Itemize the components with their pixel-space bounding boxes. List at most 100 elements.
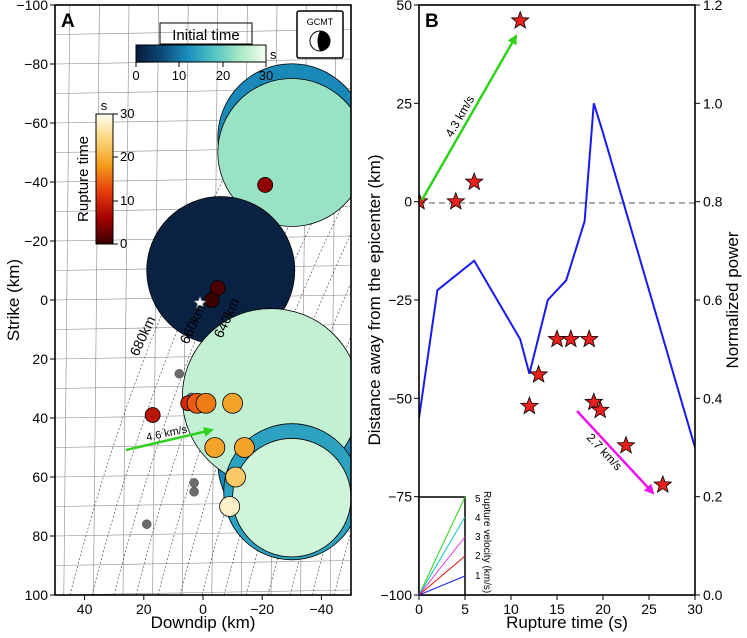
grid-line	[93, 5, 100, 595]
panel-b-ylabel-right: Normalized power	[723, 231, 742, 368]
rupture-time-gradient	[95, 113, 114, 245]
y-tick-label: 40	[32, 410, 48, 426]
rupture-time-circle	[257, 177, 274, 193]
rupture-time-circle	[225, 466, 246, 488]
subevent-star	[528, 364, 549, 383]
y-tick-label-right: 0.0	[703, 587, 723, 603]
inset-line-5	[418, 496, 466, 596]
aftershock-point	[189, 487, 199, 497]
y-tick-label-right: 0.6	[703, 292, 723, 308]
y-tick-label: −80	[24, 56, 48, 72]
y-tick-label-left: −25	[388, 292, 412, 308]
initial-time-circle	[217, 78, 351, 227]
rupture-time-circle	[195, 392, 217, 414]
inset-label-4: 4	[475, 513, 481, 524]
rupture-time-colorbar: s Rupture time 30 20 10 0	[75, 98, 134, 251]
gcmt-label: GCMT	[307, 17, 334, 27]
x-tick-label: 10	[503, 601, 519, 617]
y-tick-label-right: 0.4	[703, 390, 723, 406]
initial-time-tick: 20	[216, 68, 230, 83]
y-tick-label-left: −50	[388, 390, 412, 406]
subevent-star	[464, 171, 484, 191]
y-tick-label-left: 25	[396, 95, 412, 111]
rupture-time-circle	[234, 437, 255, 458]
x-tick-label: 25	[641, 601, 657, 617]
inset-label-2: 2	[475, 551, 481, 562]
initial-time-title: Initial time	[172, 27, 240, 44]
rupture-velocity-inset: 5 4 3 2 1 Rupture velocity (km/s)	[418, 491, 492, 596]
aftershock-point	[189, 478, 199, 488]
inset-line-4	[418, 516, 466, 596]
y-tick-label: 0	[40, 292, 48, 308]
y-tick-label-left: 0	[404, 194, 412, 210]
panel-b: 0 5 10 15 20 25 30−100−75−50−25025500.00.20.40…	[365, 0, 742, 632]
initial-time-unit: s	[270, 47, 277, 62]
inset-label-5: 5	[475, 494, 481, 505]
epicenter-star-icon	[193, 296, 207, 309]
subevent-star	[590, 399, 610, 419]
inset-line-1	[418, 575, 466, 596]
initial-time-tick: 0	[132, 68, 139, 83]
rupture-time-circle	[219, 496, 241, 517]
inset-line-3	[418, 536, 466, 596]
velocity-label-2-7: 2.7 km/s	[584, 430, 625, 473]
x-tick-label: 40	[77, 601, 93, 617]
y-tick-label-right: 0.8	[703, 194, 723, 210]
rupture-time-tick: 20	[120, 149, 134, 164]
panel-a: 40 20 0 −20 −40−100−80−60−40−20020406080100 …	[4, 0, 352, 632]
subevent-star	[419, 191, 429, 210]
panel-b-ylabel-left: Distance away from the epicenter (km)	[365, 155, 384, 446]
y-tick-label: 100	[25, 587, 49, 603]
rupture-time-circles	[144, 177, 274, 517]
gcmt-beachball: GCMT	[296, 10, 344, 59]
initial-time-circles	[146, 63, 351, 561]
rupture-time-circle	[144, 407, 161, 423]
depth-label-680: 680km	[126, 313, 158, 358]
subevent-star	[561, 329, 581, 348]
rupture-time-circle	[204, 437, 226, 458]
x-tick-label: 20	[595, 601, 611, 617]
velocity-arrow-4-6	[125, 426, 214, 452]
y-tick-label: 80	[32, 528, 48, 544]
y-tick-label-right: 0.2	[703, 489, 723, 505]
y-tick-label-left: −100	[380, 587, 412, 603]
subevent-stars	[419, 10, 673, 494]
rupture-time-tick: 0	[120, 236, 127, 251]
x-tick-label: −40	[310, 601, 334, 617]
x-tick-label: 5	[461, 601, 469, 617]
panel-b-ticks: 0 5 10 15 20 25 30−100−75−50−25025500.00.20.40…	[380, 0, 722, 617]
x-tick-label: 20	[136, 601, 152, 617]
power-curve	[419, 103, 695, 448]
subevent-star	[616, 435, 636, 454]
initial-time-gradient	[135, 44, 267, 63]
y-tick-label: −40	[24, 174, 48, 190]
panel-a-ylabel: Strike (km)	[4, 259, 23, 341]
rupture-time-circle	[203, 292, 220, 308]
inset-title: Rupture velocity (km/s)	[481, 491, 492, 593]
subevent-star	[446, 191, 466, 210]
aftershock-point	[174, 369, 185, 379]
y-tick-label: 60	[32, 469, 48, 485]
initial-time-tick: 10	[172, 68, 186, 83]
y-tick-label: −100	[16, 0, 48, 13]
y-tick-label: −20	[24, 233, 48, 249]
inset-line-2	[418, 555, 466, 596]
aftershock-point	[142, 519, 152, 529]
rupture-time-title: Rupture time	[75, 136, 92, 222]
subevent-star	[519, 396, 540, 415]
beachball-compression-icon	[317, 31, 330, 51]
rupture-time-tick: 10	[120, 193, 134, 208]
initial-time-circle	[232, 438, 351, 558]
inset-label-1: 1	[475, 571, 481, 582]
panel-a-label: A	[61, 11, 75, 32]
x-tick-label: 30	[687, 601, 703, 617]
panel-b-xlabel: Rupture time (s)	[506, 613, 628, 632]
x-tick-label: 0	[199, 601, 207, 617]
initial-time-tick: 30	[259, 68, 273, 83]
y-tick-label: 20	[32, 351, 48, 367]
subevent-star	[653, 474, 673, 494]
grid-line	[122, 5, 130, 595]
y-tick-label: −60	[24, 115, 48, 131]
x-tick-label: −20	[250, 601, 274, 617]
